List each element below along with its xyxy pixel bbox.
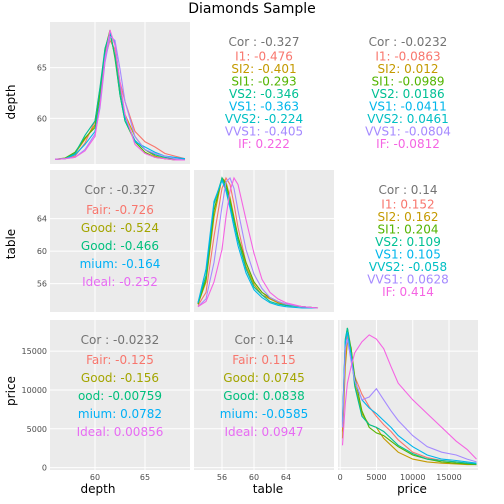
y-tick-label-price: 0 xyxy=(42,464,47,473)
correlation-value-price-depth: mium: 0.0782 xyxy=(78,407,162,421)
correlation-value-depth-table: SI2: -0.401 xyxy=(231,62,296,76)
correlation-value-price-table: mium: -0.0585 xyxy=(220,407,309,421)
correlation-value-table-price: VS1: 0.105 xyxy=(375,248,441,262)
panel-background xyxy=(338,170,478,312)
correlation-title-depth-price: Cor : -0.0232 xyxy=(369,35,448,49)
correlation-value-table-price: VVS2: -0.058 xyxy=(369,260,447,274)
x-tick-label-table: 64 xyxy=(281,473,291,482)
density-line-table-vs1 xyxy=(197,179,318,309)
panel-depth-table xyxy=(194,22,334,164)
y-tick-label-price: 5000 xyxy=(27,425,47,434)
y-tick-label-table: 56 xyxy=(37,280,47,289)
correlation-value-table-price: I1: 0.152 xyxy=(381,198,434,212)
correlation-value-table-depth: Good: -0.524 xyxy=(81,221,159,235)
x-tick-label-price: 10000 xyxy=(400,473,425,482)
correlation-value-table-depth: Ideal: -0.252 xyxy=(82,275,158,289)
correlation-title-price-depth: Cor : -0.0232 xyxy=(81,333,160,347)
x-tick-label-price: 0 xyxy=(338,473,343,482)
y-tick-label-price: 15000 xyxy=(22,347,47,356)
x-tick-label-table: 56 xyxy=(217,473,227,482)
correlation-value-depth-price: I1: -0.0863 xyxy=(375,50,440,64)
correlation-value-depth-table: SI1: -0.293 xyxy=(231,75,296,89)
correlation-value-depth-price: VS1: -0.0411 xyxy=(369,100,447,114)
matrix-cells: 60 60 65 65 56 56 60 60 64 64 0 0 5000 5000 10000 10000… xyxy=(22,22,478,482)
correlation-value-depth-price: VVS2: 0.0461 xyxy=(367,112,449,126)
correlation-value-price-depth: Ideal: 0.00856 xyxy=(77,425,164,439)
panel-depth-price xyxy=(338,22,478,164)
correlation-value-depth-price: IF: -0.0812 xyxy=(376,137,440,151)
density-line-depth-vvs2 xyxy=(54,35,186,161)
correlation-value-table-price: VS2: 0.109 xyxy=(375,235,441,249)
panel-background xyxy=(50,320,190,470)
panel-background xyxy=(194,22,334,164)
y-tick-label-price: 10000 xyxy=(22,386,47,395)
correlation-value-depth-table: VS1: -0.363 xyxy=(229,100,299,114)
correlation-value-depth-table: VVS1: -0.405 xyxy=(225,125,303,139)
correlation-value-table-price: VVS1: 0.0628 xyxy=(367,273,449,287)
y-axis-label-table: table xyxy=(4,229,18,259)
density-line-depth-vs2 xyxy=(54,30,186,160)
correlation-value-table-price: IF: 0.414 xyxy=(382,285,434,299)
panel-background xyxy=(194,320,334,470)
correlation-value-depth-price: VS2: 0.0186 xyxy=(371,87,444,101)
correlation-value-price-table: Ideal: 0.0947 xyxy=(224,425,303,439)
correlation-value-table-depth: mium: -0.164 xyxy=(80,257,161,271)
y-tick-label-depth: 65 xyxy=(37,64,47,73)
correlation-value-price-table: Fair: 0.115 xyxy=(232,353,295,367)
correlation-value-depth-price: SI1: -0.0989 xyxy=(372,75,445,89)
correlation-value-price-depth: Good: -0.156 xyxy=(81,371,159,385)
density-line-table-si2 xyxy=(197,176,319,309)
y-tick-label-depth: 60 xyxy=(37,114,47,123)
density-line-table-if xyxy=(197,176,319,309)
panel-price-depth xyxy=(50,320,190,470)
y-axis-label-depth: depth xyxy=(4,85,18,120)
correlation-title-depth-table: Cor : -0.327 xyxy=(228,35,299,49)
x-tick-label-depth: 65 xyxy=(140,473,150,482)
density-line-price-vs1 xyxy=(341,331,477,464)
panel-price-table xyxy=(194,320,334,470)
correlation-title-table-depth: Cor : -0.327 xyxy=(84,183,155,197)
panel-background xyxy=(50,170,190,312)
density-line-table-i1 xyxy=(197,176,319,309)
y-tick-label-table: 64 xyxy=(37,215,47,224)
x-axis-label-price: price xyxy=(397,482,427,496)
y-axis-label-price: price xyxy=(4,376,18,406)
correlation-title-table-price: Cor : 0.14 xyxy=(378,183,437,197)
correlation-value-depth-price: VVS1: -0.0804 xyxy=(365,125,451,139)
chart-title: Diamonds Sample xyxy=(188,1,315,17)
y-tick-label-table: 60 xyxy=(37,247,47,256)
panel-table-price xyxy=(338,170,478,312)
panel-table-depth xyxy=(50,170,190,312)
correlation-value-price-table: Good: 0.0838 xyxy=(223,389,304,403)
density-line-table-vvs2 xyxy=(197,177,319,309)
correlation-value-table-price: SI2: 0.162 xyxy=(377,210,438,224)
density-line-depth-if xyxy=(54,29,185,161)
correlation-value-price-depth: Fair: -0.125 xyxy=(86,353,154,367)
panel-background xyxy=(338,22,478,164)
correlation-value-table-price: SI1: 0.204 xyxy=(377,223,438,237)
x-tick-label-table: 60 xyxy=(249,473,259,482)
x-tick-label-price: 5000 xyxy=(366,473,386,482)
correlation-value-table-depth: Fair: -0.726 xyxy=(86,203,154,217)
density-line-price-if xyxy=(341,334,477,460)
x-axis-label-depth: depth xyxy=(81,482,116,496)
x-tick-label-depth: 60 xyxy=(90,473,100,482)
correlation-value-depth-table: IF: 0.222 xyxy=(238,137,290,151)
correlation-value-table-depth: Good: -0.466 xyxy=(81,239,159,253)
correlation-title-price-table: Cor : 0.14 xyxy=(234,333,293,347)
correlation-value-depth-price: SI2: 0.012 xyxy=(377,62,438,76)
x-axis-label-table: table xyxy=(253,482,283,496)
correlation-value-depth-table: VVS2: -0.224 xyxy=(225,112,303,126)
correlation-value-depth-table: VS2: -0.346 xyxy=(229,87,299,101)
density-line-price-vvs2 xyxy=(341,338,477,463)
x-tick-label-price: 15000 xyxy=(436,473,461,482)
correlation-value-price-depth: ood: -0.00759 xyxy=(78,389,162,403)
correlation-value-depth-table: I1: -0.476 xyxy=(235,50,293,64)
correlation-value-price-table: Good: 0.0745 xyxy=(223,371,304,385)
